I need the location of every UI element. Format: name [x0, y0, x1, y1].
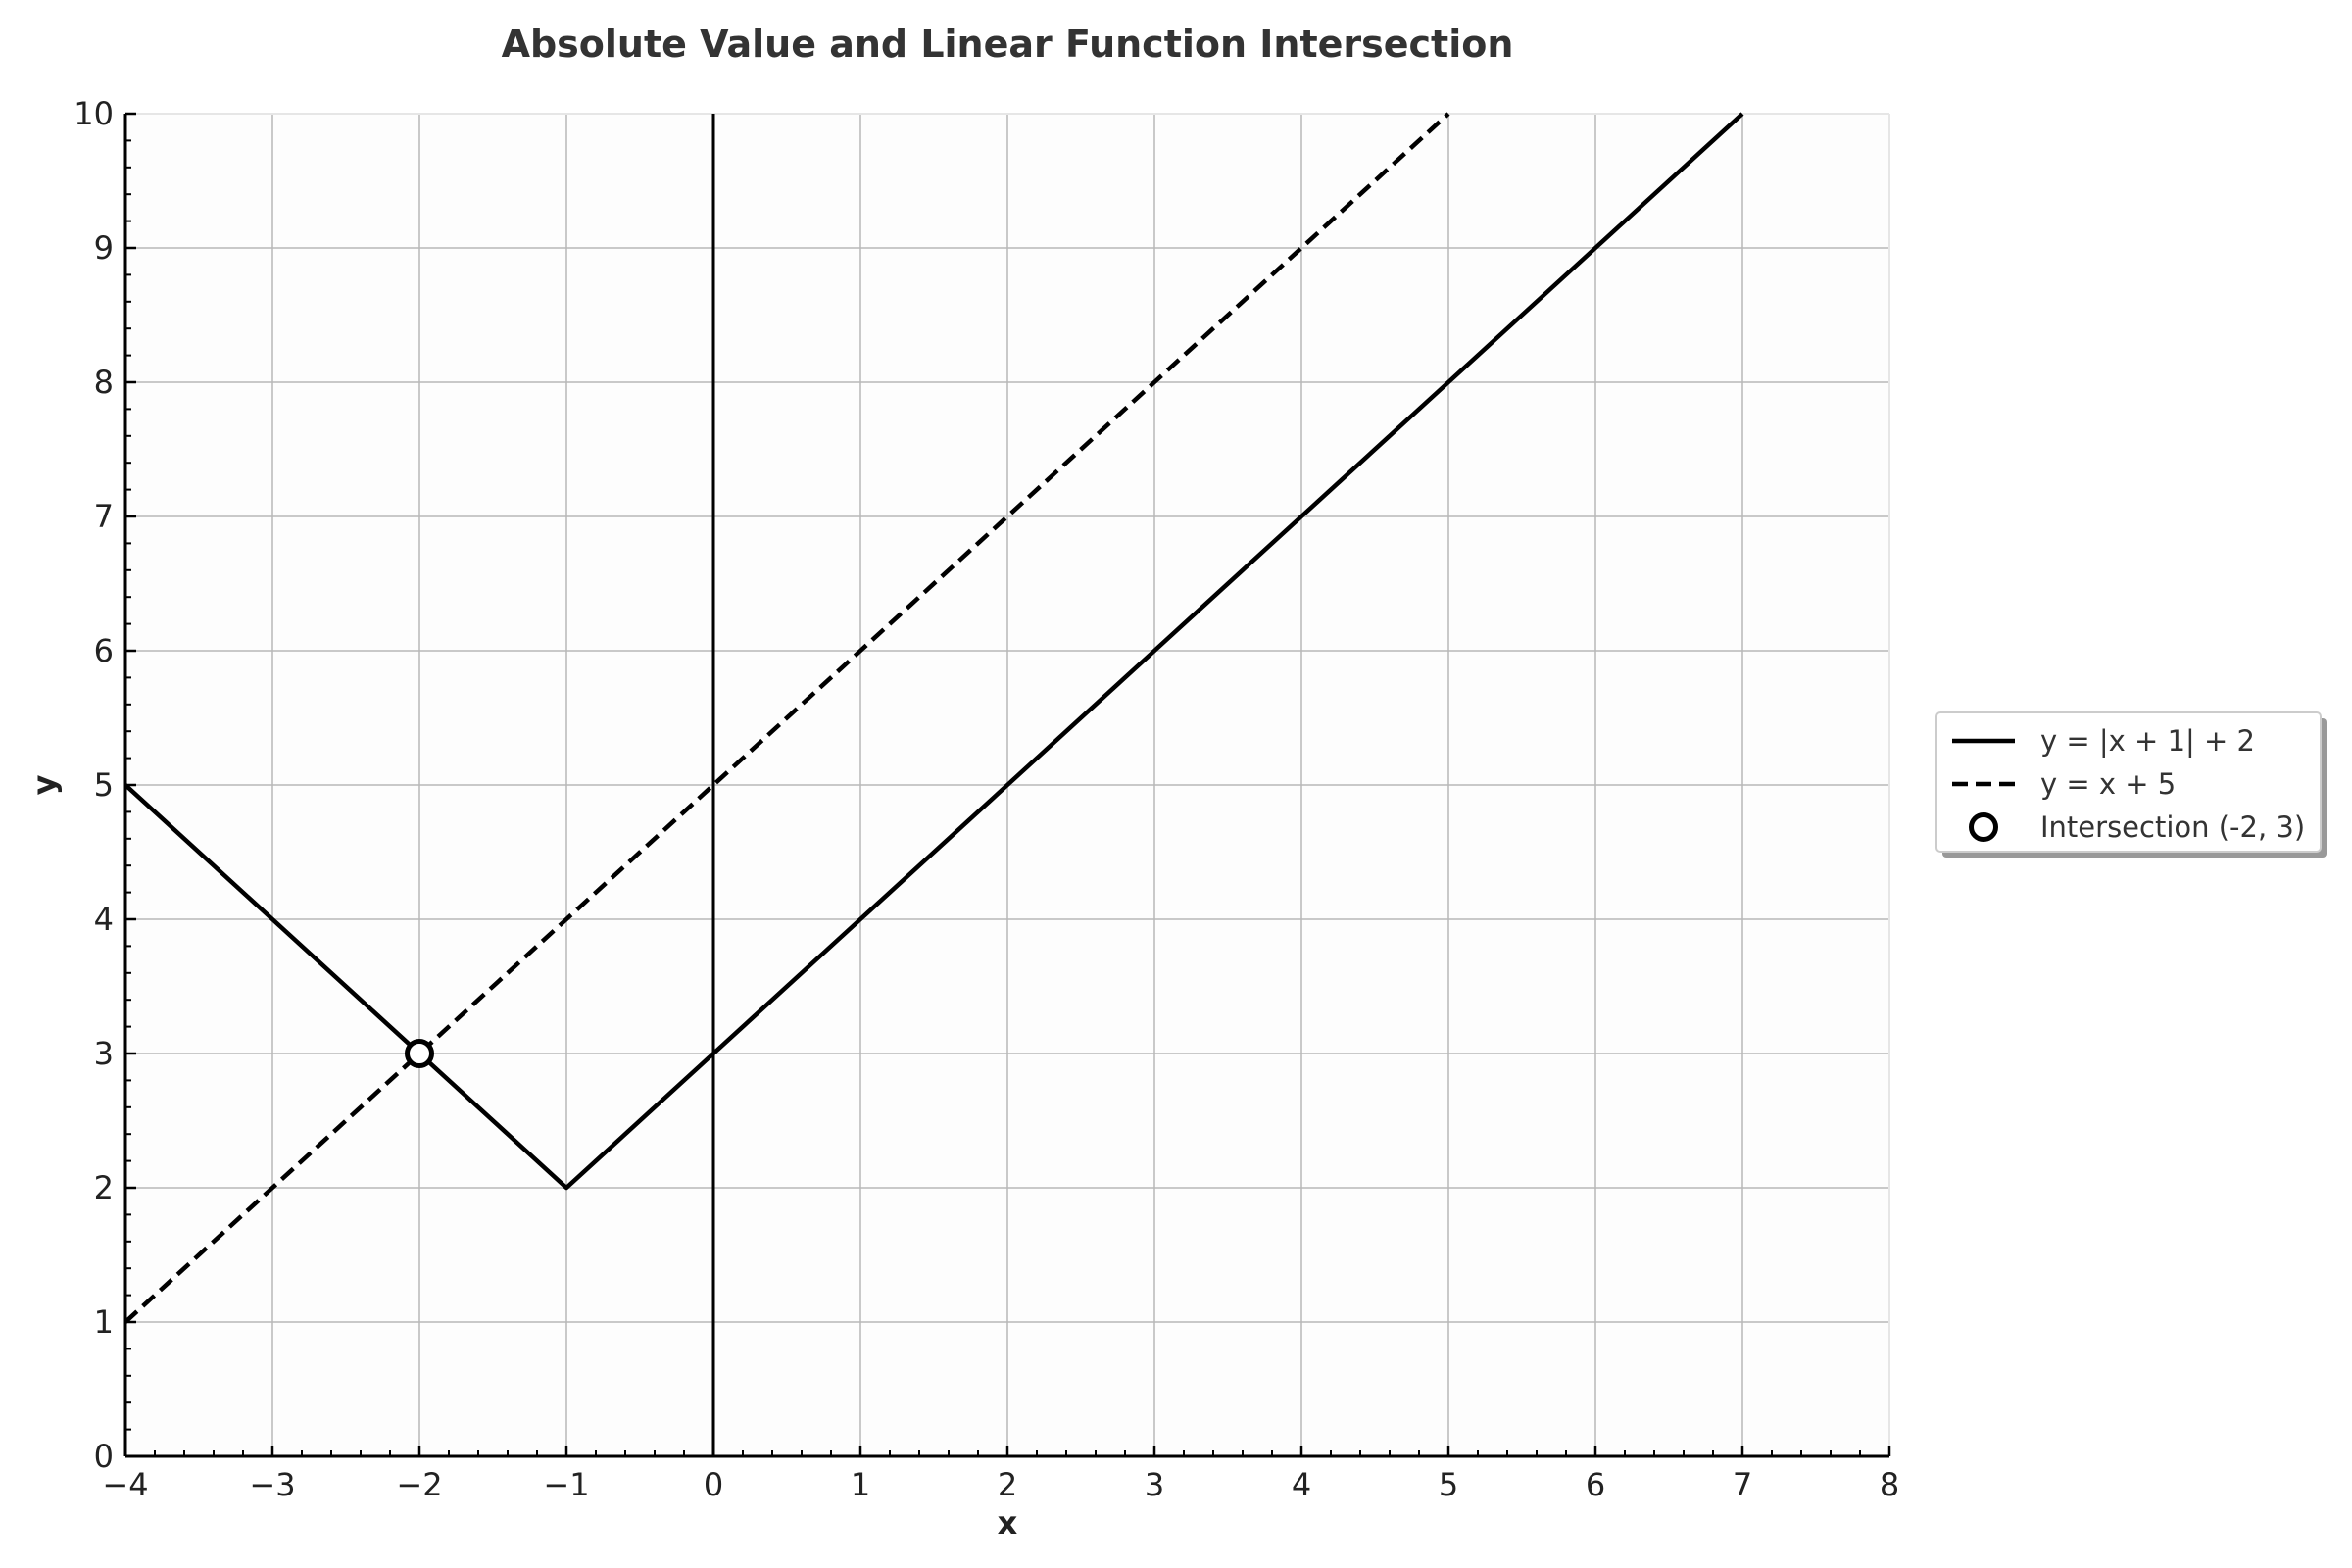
- y-tick-label: 6: [94, 632, 114, 669]
- x-tick-label: 3: [1145, 1466, 1164, 1503]
- y-tick-label: 7: [94, 498, 114, 535]
- y-tick-label: 1: [94, 1303, 114, 1341]
- x-tick-label: 8: [1880, 1466, 1899, 1503]
- y-axis-label: y: [25, 774, 63, 795]
- legend-label: y = x + 5: [2040, 767, 2176, 801]
- x-tick-label: 5: [1439, 1466, 1458, 1503]
- x-tick-label: 2: [998, 1466, 1017, 1503]
- legend-entries: y = |x + 1| + 2 y = x + 5 Intersection (-2…: [1952, 724, 2305, 844]
- series: [123, 112, 1744, 1324]
- legend-swatch-marker: [1969, 812, 1998, 842]
- legend-box: [1936, 711, 2322, 853]
- x-tick-label: 0: [704, 1466, 723, 1503]
- x-tick-label: 1: [851, 1466, 870, 1503]
- x-tick-label: −4: [102, 1466, 148, 1503]
- intersection-point: [405, 1039, 434, 1068]
- ticks: −4 −3 −2 −1 0 1 2 3 4 5 6 7 8 0 1 2 3 4 5 6 7 8 9 10: [74, 95, 1899, 1503]
- legend: y = |x + 1| + 2 y = x + 5 Intersection (-2…: [1936, 711, 2327, 858]
- x-tick-label: 6: [1586, 1466, 1605, 1503]
- y-tick-label: 2: [94, 1169, 114, 1206]
- y-tick-label: 4: [94, 901, 114, 938]
- y-tick-label: 8: [94, 364, 114, 401]
- x-tick-label: 7: [1733, 1466, 1752, 1503]
- x-tick-label: −2: [396, 1466, 442, 1503]
- x-tick-label: 4: [1292, 1466, 1311, 1503]
- x-axis-label: x: [998, 1504, 1018, 1542]
- y-tick-label: 0: [94, 1438, 114, 1475]
- plot-area: −4 −3 −2 −1 0 1 2 3 4 5 6 7 8 0 1 2 3 4 5 6 7 8 9 10: [74, 95, 1899, 1503]
- markers: [405, 1039, 434, 1068]
- x-tick-label: −3: [249, 1466, 295, 1503]
- legend-label: y = |x + 1| + 2: [2040, 724, 2255, 758]
- series-line-1: [123, 112, 1744, 1191]
- x-tick-label: −1: [543, 1466, 589, 1503]
- y-tick-label: 10: [74, 95, 114, 132]
- y-tick-label: 9: [94, 229, 114, 267]
- y-tick-label: 3: [94, 1035, 114, 1072]
- y-tick-label: 5: [94, 766, 114, 804]
- legend-label: Intersection (-2, 3): [2040, 810, 2305, 844]
- chart-title: Absolute Value and Linear Function Inter…: [502, 23, 1514, 66]
- series-line-2: [123, 112, 1450, 1324]
